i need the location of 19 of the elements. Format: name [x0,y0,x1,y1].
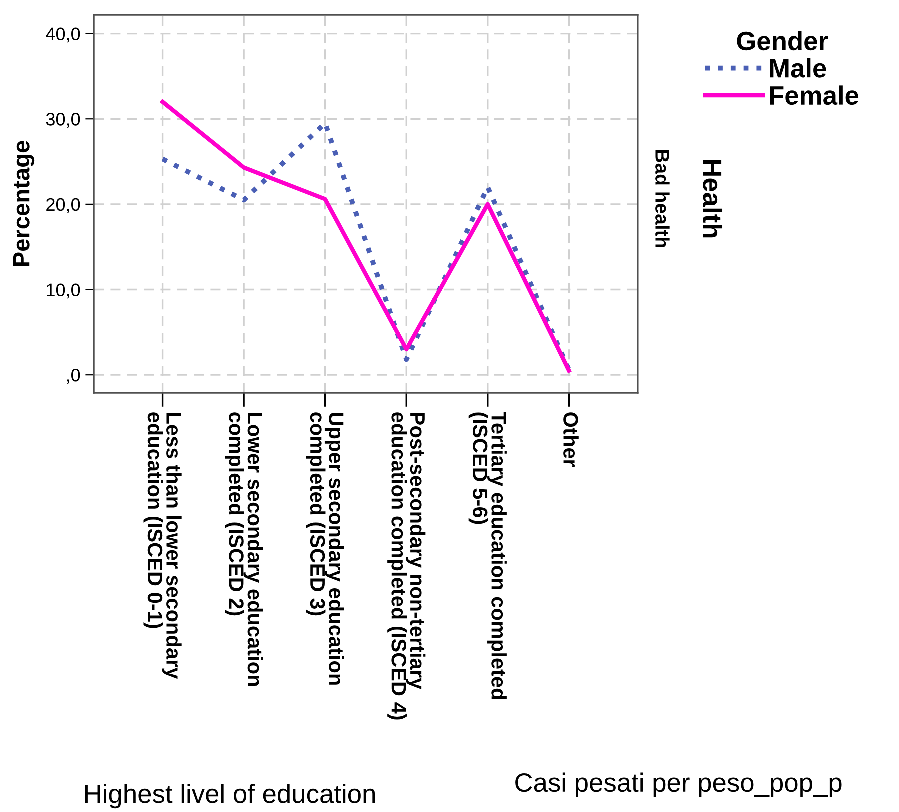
legend-title: Gender [737,31,828,51]
y-tick-label: 40,0 [46,28,80,43]
text: Health [703,160,723,238]
y-tick-label: 30,0 [46,113,80,128]
x-tick-label: Lower secondary education completed (ISCED 2) [225,412,264,686]
x-tick-label: Tertiary education completed (ISCED 5-6) [468,412,507,700]
x-tick-label: Post-secondary non-tertiary education completed (ISCED 4) [388,412,426,720]
x-tick-label: Less than lower secondary education (ISCED 0-1) [144,412,182,680]
legend-label: Female [770,86,859,106]
text: Bad health [656,150,670,248]
x-tick-label: Upper secondary education completed (ISCED 3) [306,412,344,685]
y-tick-label: 20,0 [46,198,80,214]
y-tick-label: ,0 [67,369,80,384]
legend-label: Male [770,58,826,78]
x-axis-title: Highest livel of education [85,784,375,809]
y-axis-title: Percentage [13,141,35,266]
x-tick-label: Other [564,412,579,468]
text: Casi pesati per peso_pop_p [516,772,842,798]
y-tick-label: 10,0 [47,284,80,299]
